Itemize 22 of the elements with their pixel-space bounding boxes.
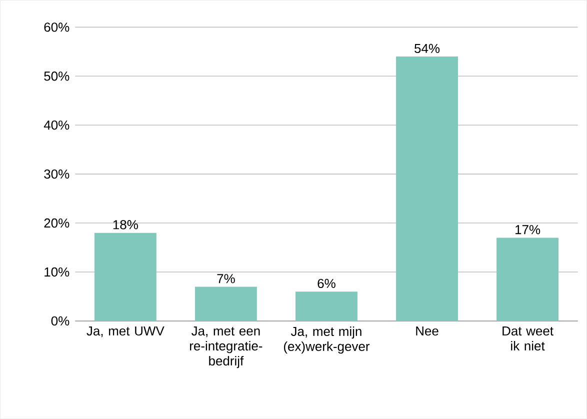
bar xyxy=(296,292,358,321)
x-tick-label: Ja, met een re-integratie-bedrijf xyxy=(190,326,262,368)
x-tick-label: Nee xyxy=(416,326,438,336)
data-label: 6% xyxy=(318,278,336,288)
data-label: 17% xyxy=(516,225,540,234)
y-tick-label: 30% xyxy=(44,169,70,179)
y-tick-label: 40% xyxy=(44,120,70,130)
data-label: 54% xyxy=(414,44,440,53)
y-tick-label: 20% xyxy=(44,218,70,228)
x-tick-label: Ja, met mijn (ex)werk-gever xyxy=(284,326,370,354)
y-tick-label: 60% xyxy=(44,22,70,32)
bar xyxy=(496,238,559,321)
y-tick-label: 50% xyxy=(44,71,70,81)
x-tick-label: Ja, met UWV xyxy=(86,326,164,338)
bar xyxy=(396,56,458,321)
y-tick-label: 10% xyxy=(44,267,70,277)
data-label: 7% xyxy=(217,274,235,284)
bar xyxy=(194,286,257,321)
data-label: 18% xyxy=(113,220,138,230)
bar xyxy=(94,232,156,321)
x-tick-label: Dat weet ik niet xyxy=(502,326,554,350)
y-tick-label: 0% xyxy=(51,316,70,326)
